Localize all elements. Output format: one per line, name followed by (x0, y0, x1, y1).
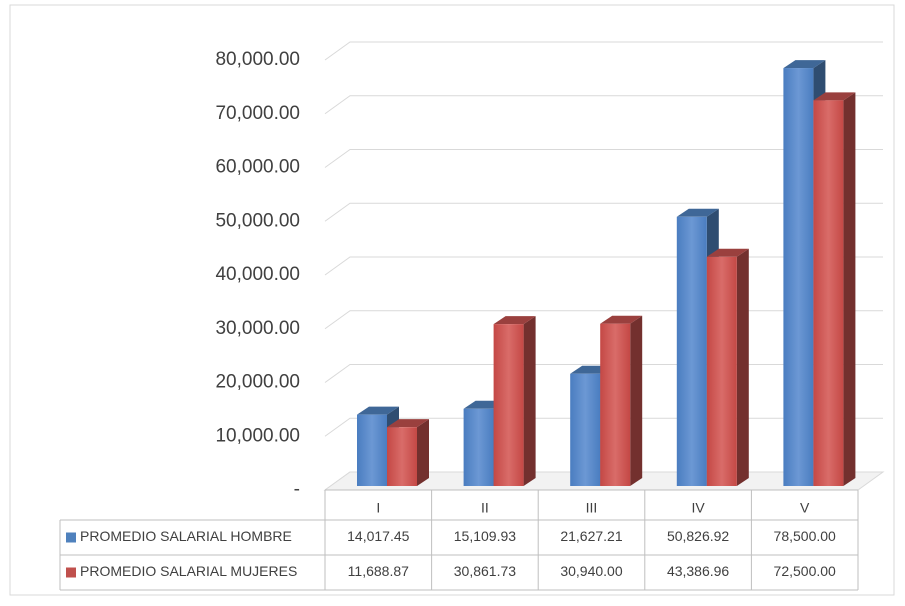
grid-line (324, 202, 883, 222)
y-tick-label: - (294, 479, 300, 500)
legend-swatch (66, 532, 76, 543)
y-tick-label: 60,000.00 (215, 157, 300, 178)
bar (813, 92, 856, 486)
bar (493, 316, 536, 486)
legend-swatch (66, 567, 76, 578)
bar-top (676, 208, 719, 217)
bar-front (463, 408, 494, 486)
bar-front (387, 427, 417, 486)
table-value: 11,688.87 (348, 563, 409, 579)
table-value: 30,940.00 (560, 563, 622, 579)
bar (706, 248, 749, 486)
bar-front (570, 373, 601, 486)
table-value: 43,386.96 (667, 563, 729, 579)
table-value: 14,017.45 (347, 528, 409, 544)
bar-front (600, 323, 631, 486)
bar-side (417, 419, 429, 486)
bar (387, 419, 429, 486)
table-value: 72,500.00 (774, 563, 836, 579)
table-value: 21,627.21 (560, 528, 622, 544)
y-tick-label: 50,000.00 (215, 210, 300, 231)
legend-label: PROMEDIO SALARIAL HOMBRE (80, 528, 292, 544)
table-value: 30,861.73 (454, 563, 516, 579)
bar-front (706, 256, 737, 486)
legend-label: PROMEDIO SALARIAL MUJERES (80, 563, 297, 579)
bar-top (600, 315, 643, 324)
x-tick-label: IV (691, 500, 705, 516)
x-tick-label: III (586, 500, 598, 516)
bar-side (630, 315, 643, 486)
bar-top (357, 406, 399, 415)
bar-front (357, 414, 387, 486)
grid-line (324, 149, 883, 168)
bar (600, 315, 643, 486)
bar-side (523, 316, 536, 486)
bar-side (843, 92, 856, 486)
bar-front (676, 216, 707, 486)
y-tick-label: 30,000.00 (215, 318, 300, 339)
bar-top (813, 92, 856, 101)
grid-line (324, 95, 883, 115)
bar-top (387, 419, 429, 428)
y-tick-label: 10,000.00 (215, 425, 300, 446)
x-tick-label: II (481, 500, 489, 516)
bar-top (706, 248, 749, 257)
y-tick-label: 80,000.00 (215, 49, 300, 70)
x-tick-label: I (376, 500, 380, 516)
chart-frame (9, 4, 895, 596)
bar-front (783, 68, 814, 486)
table-value: 15,109.93 (454, 528, 516, 544)
bar-top (783, 60, 826, 69)
bar-front (813, 100, 844, 486)
y-tick-label: 40,000.00 (215, 264, 300, 285)
bar-side (736, 248, 749, 486)
bar-top (493, 316, 536, 325)
y-tick-label: 20,000.00 (215, 372, 300, 393)
grid-line (324, 41, 883, 61)
x-tick-label: V (800, 500, 810, 516)
table-value: 78,500.00 (774, 528, 836, 544)
bar-front (493, 324, 524, 486)
table-value: 50,826.92 (667, 528, 729, 544)
y-tick-label: 70,000.00 (215, 103, 300, 124)
